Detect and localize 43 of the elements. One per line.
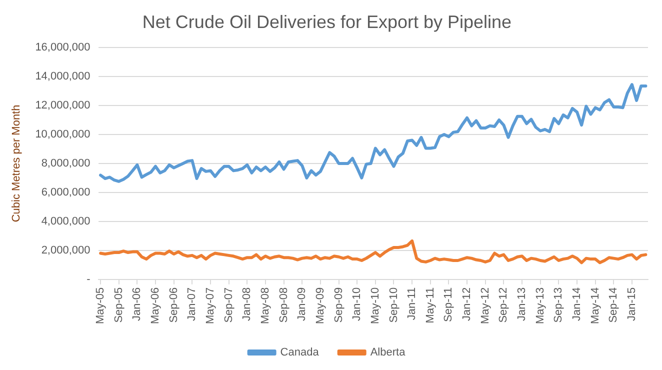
legend-label: Alberta [370,346,406,359]
y-tick-label: 12,000,000 [35,100,90,112]
x-tick-label: Sep-06 [168,287,180,323]
chart-title: Net Crude Oil Deliveries for Export by Pipeline [142,12,512,32]
y-tick-label: 6,000,000 [41,186,90,198]
x-tick-label: Sep-11 [442,287,455,322]
x-tick-label: Sep-09 [332,287,345,323]
x-tick-label: May-10 [369,287,382,324]
y-tick-label: 2,000,000 [41,244,90,256]
x-tick-label: Jan-10 [351,287,364,321]
x-tick-label: May-07 [204,287,217,324]
y-tick-label: 16,000,000 [35,42,90,54]
x-tick-label: Jan-14 [571,287,584,321]
x-tick-label: Sep-05 [112,287,125,323]
x-tick-label: May-09 [314,287,326,324]
x-tick-label: May-14 [589,287,602,324]
y-tick-label: 14,000,000 [35,70,90,83]
x-tick-label: Jan-09 [296,287,308,321]
y-tick-label: 8,000,000 [41,157,90,170]
x-tick-label: Sep-14 [608,287,620,323]
x-tick-label: Sep-08 [278,287,290,323]
y-tick-label: - [86,273,91,286]
x-tick-label: Sep-12 [498,287,510,323]
x-tick-label: Sep-10 [388,287,400,323]
x-tick-label: May-13 [534,287,546,324]
x-tick-label: Jan-15 [626,287,638,321]
x-tick-label: May-05 [94,287,107,324]
x-tick-label: Jan-13 [516,287,528,321]
x-tick-label: Jan-07 [186,287,198,321]
y-tick-label: 4,000,000 [41,215,90,228]
legend-label: Canada [280,346,320,359]
x-tick-label: Jan-11 [406,287,418,320]
x-tick-label: May-06 [150,287,162,324]
y-tick-label: 10,000,000 [35,128,90,141]
y-axis-title: Cubic Metres per Month [10,104,23,222]
x-tick-label: Jan-12 [461,287,474,321]
x-tick-label: Jan-06 [131,287,144,321]
x-tick-label: Sep-07 [222,287,235,323]
x-tick-label: May-11 [424,287,436,324]
x-tick-label: May-08 [260,287,272,324]
x-tick-label: Jan-08 [241,287,254,321]
x-tick-label: Sep-13 [552,287,565,323]
x-tick-label: May-12 [479,287,492,324]
